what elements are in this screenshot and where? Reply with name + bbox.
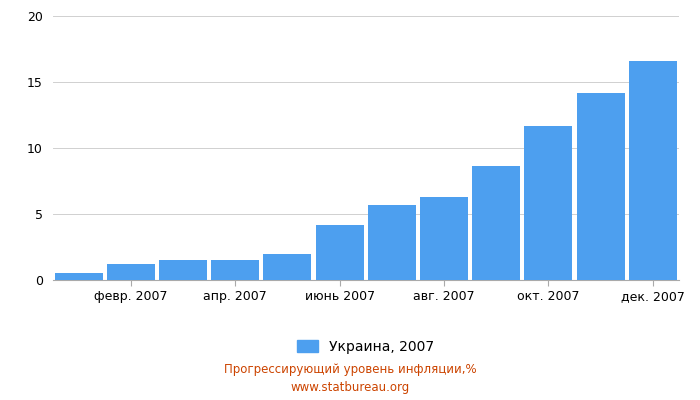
Bar [263, 254, 312, 280]
Bar [159, 260, 207, 280]
Bar [211, 260, 259, 280]
Bar [316, 224, 364, 280]
Text: Прогрессирующий уровень инфляции,%: Прогрессирующий уровень инфляции,% [224, 364, 476, 376]
Legend: Украина, 2007: Украина, 2007 [292, 334, 440, 360]
Bar [577, 92, 624, 280]
Bar [368, 205, 416, 280]
Bar [420, 197, 468, 280]
Bar [473, 166, 520, 280]
Bar [107, 264, 155, 280]
Bar [55, 274, 103, 280]
Text: www.statbureau.org: www.statbureau.org [290, 382, 410, 394]
Bar [524, 126, 573, 280]
Bar [629, 61, 677, 280]
